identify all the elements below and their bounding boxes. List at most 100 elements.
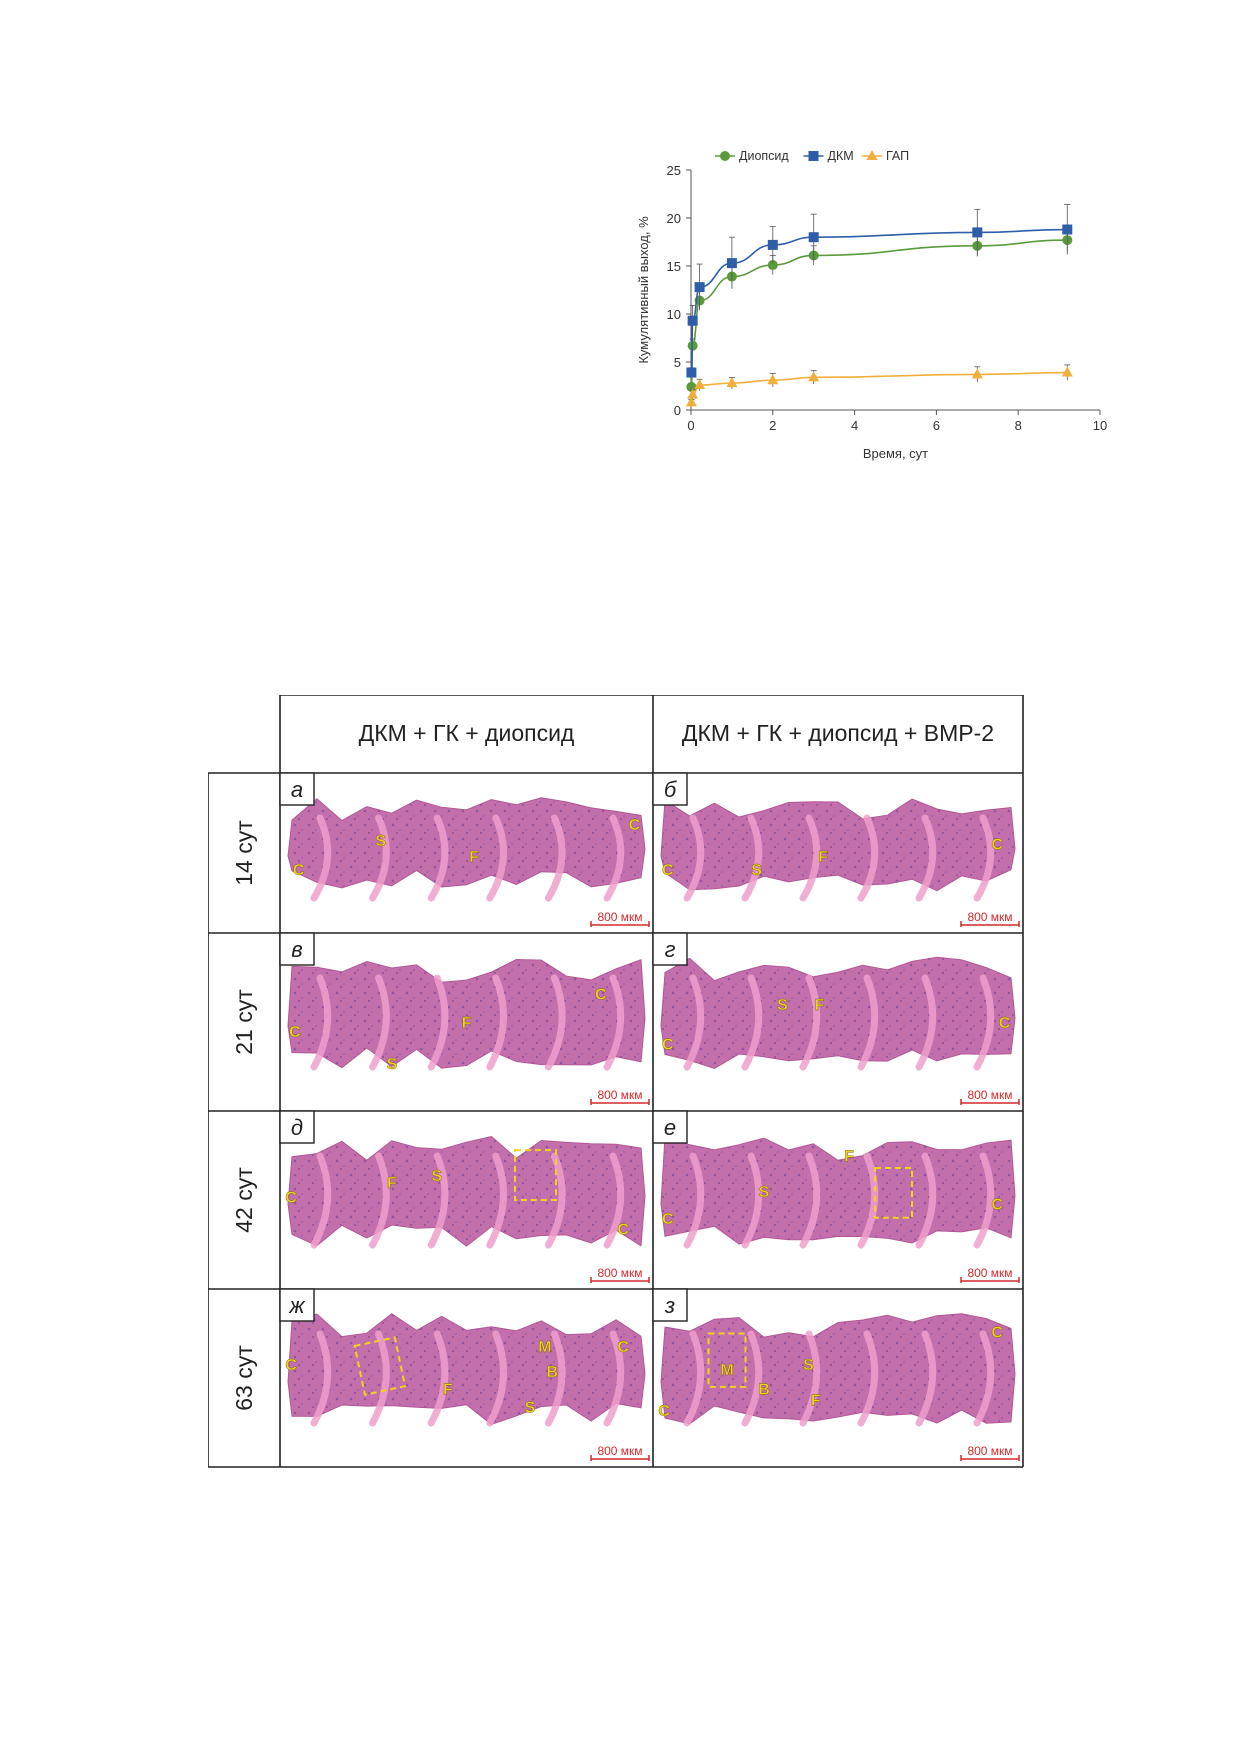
chart-legend: Диопсид ДКМ ГАП: [715, 149, 909, 163]
tissue-label: S: [751, 862, 762, 879]
tissue-label: S: [375, 833, 386, 850]
tissue-label: C: [629, 817, 641, 834]
panel-letter: д: [291, 1115, 303, 1140]
tissue-label: C: [289, 1024, 301, 1041]
x-tick-label: 2: [769, 418, 776, 433]
roi-box: [353, 1336, 407, 1396]
trabecula: [603, 814, 625, 902]
tissue-section-image: [660, 956, 1016, 1070]
tissue-label: B: [547, 1364, 559, 1381]
tissue-label: M: [538, 1339, 551, 1356]
series-line: [690, 228, 1068, 374]
tissue-section-image: [660, 1313, 1016, 1425]
data-point: [972, 227, 983, 238]
tissue-label: S: [777, 997, 788, 1014]
panel-letter: е: [664, 1115, 676, 1140]
trabecula: [683, 1152, 705, 1249]
panel-letter-box: [652, 932, 688, 966]
trabecula: [369, 1152, 390, 1249]
trabecula: [973, 1152, 995, 1249]
trabecula: [486, 1152, 507, 1249]
x-axis-label: Время, сут: [863, 446, 928, 461]
tissue-label: C: [991, 1197, 1003, 1214]
row-header: 21 сут: [231, 989, 257, 1055]
panel-letter-box: [652, 1110, 688, 1144]
tissue-label: S: [387, 1056, 398, 1073]
roi-box: [513, 1149, 558, 1202]
panel-letter-box: [279, 1288, 315, 1322]
trabecula: [544, 1152, 566, 1249]
trabecula: [683, 974, 705, 1071]
scale-bar-label: 800 мкм: [967, 910, 1012, 924]
data-point: [767, 260, 778, 271]
trabecula: [544, 1330, 566, 1427]
row-header: 42 сут: [231, 1167, 257, 1233]
x-tick-label: 8: [1015, 418, 1022, 433]
trabecula: [310, 974, 332, 1071]
y-tick-label: 15: [667, 259, 681, 274]
legend-item-2: ДКМ: [803, 149, 854, 163]
tissue-label: C: [999, 1015, 1011, 1032]
figure-grid: [208, 695, 1024, 1468]
tissue-label: F: [443, 1382, 453, 1399]
trabecula: [310, 1330, 332, 1427]
tissue-label: C: [658, 1403, 670, 1420]
panel-letter-box: [652, 1288, 688, 1322]
data-point: [808, 232, 819, 243]
trabecula: [603, 1152, 625, 1249]
tissue-label: C: [595, 987, 607, 1004]
legend-marker: [866, 150, 878, 160]
trabecula: [857, 814, 879, 902]
panel-б: б C S F C 800 мкм: [652, 772, 1020, 927]
tissue-label: S: [431, 1168, 442, 1185]
row-header: 63 сут: [231, 1345, 257, 1411]
panel-з: з C M B S F C 800 мкм: [652, 1288, 1020, 1461]
y-tick-label: 10: [667, 307, 681, 322]
series-line: [690, 239, 1068, 388]
tissue-section-image: [287, 1135, 646, 1247]
panel-д: д C F S C 800 мкм: [279, 1110, 650, 1283]
panel-letter-box: [652, 772, 688, 806]
trabecula: [544, 974, 566, 1071]
scale-bar-label: 800 мкм: [597, 910, 642, 924]
col-header-1: ДКМ + ГК + диопсид: [359, 720, 575, 746]
trabecula: [799, 1152, 821, 1249]
trabecula: [741, 1152, 763, 1249]
tissue-label: C: [662, 1036, 674, 1053]
tissue-label: F: [469, 849, 479, 866]
tissue-label: C: [991, 836, 1003, 853]
data-point: [686, 381, 697, 392]
legend-label: ГАП: [886, 149, 909, 163]
roi-box: [874, 1166, 913, 1219]
legend-item-3: ГАП: [862, 149, 909, 163]
trabecula: [973, 1330, 995, 1427]
trabecula: [544, 814, 566, 902]
trabecula: [683, 1330, 705, 1427]
trabecula: [369, 814, 390, 902]
tissue-label: B: [758, 1382, 770, 1399]
y-tick-label: 20: [667, 211, 681, 226]
scale-bar-label: 800 мкм: [967, 1444, 1012, 1458]
legend-marker: [808, 151, 819, 161]
scale-bar-label: 800 мкм: [967, 1088, 1012, 1102]
data-point: [767, 239, 778, 250]
cumulative-release-chart: Диопсид ДКМ ГАП 0 5 10 15 20 25 0 2 4 6 8 10 Время, с…: [636, 149, 1107, 461]
data-point: [1062, 224, 1073, 235]
trabecula: [369, 974, 390, 1071]
col-header-2: ДКМ + ГК + диопсид + BMP-2: [682, 720, 994, 746]
trabecula: [427, 814, 449, 902]
legend-marker: [720, 151, 730, 161]
tissue-label: S: [525, 1399, 536, 1416]
trabecula: [915, 814, 937, 902]
row-headers: 14 сут 21 сут 42 сут 63 сут: [231, 820, 257, 1411]
x-tick-label: 10: [1093, 418, 1107, 433]
scale-bar-label: 800 мкм: [597, 1444, 642, 1458]
series-line: [690, 371, 1068, 404]
tissue-label: C: [285, 1189, 297, 1206]
tissue-section-image: [660, 798, 1016, 892]
trabecula: [915, 1330, 937, 1427]
panel-а: а C S F C 800 мкм: [279, 772, 650, 927]
panel-г: г C S F C 800 мкм: [652, 932, 1020, 1105]
data-point: [687, 315, 698, 326]
data-point: [686, 367, 697, 378]
